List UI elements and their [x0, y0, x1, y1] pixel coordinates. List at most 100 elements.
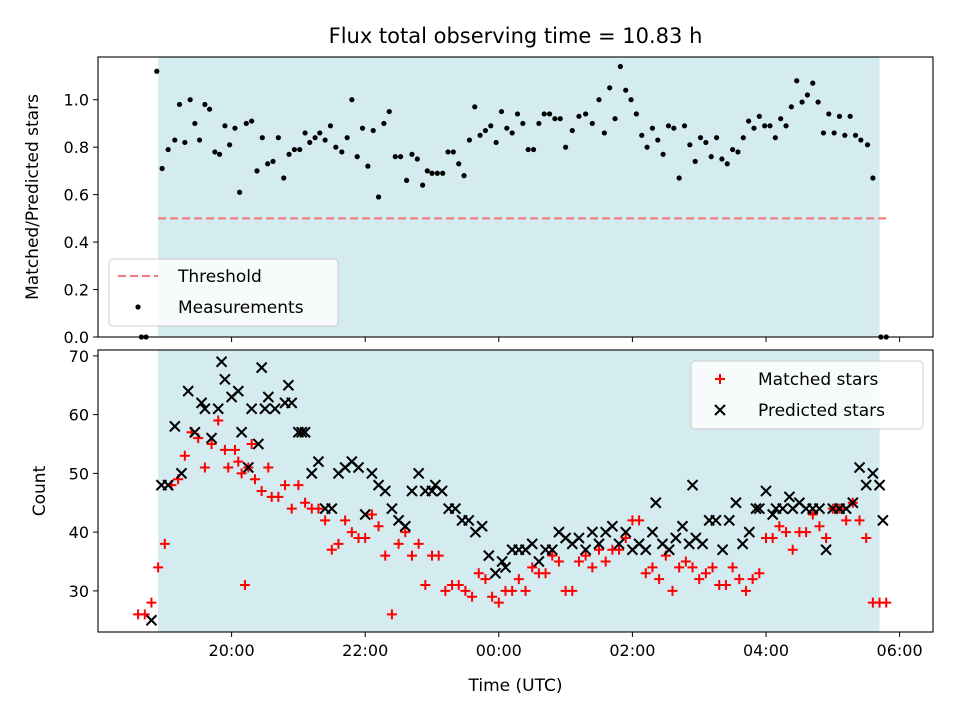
matched-star-marker: [861, 533, 872, 543]
predicted-star-marker: [189, 426, 201, 438]
measurement-point: [623, 87, 629, 93]
measurement-point: [767, 123, 773, 129]
bottom-x-tick-label: 00:00: [476, 641, 522, 660]
measurement-point: [644, 144, 650, 150]
predicted-star-marker-b: [676, 520, 689, 532]
measurement-point: [847, 113, 853, 119]
measurement-point: [202, 101, 208, 108]
bottom-y-ticks: 30 40 50 60 70: [69, 347, 98, 601]
measurement-point: [212, 149, 218, 155]
predicted-star-marker-b: [690, 532, 702, 544]
predicted-star-marker-b: [269, 403, 281, 415]
predicted-star-marker-b: [352, 461, 365, 474]
measurement-point: [291, 146, 297, 153]
top-y-tick-label: 1.0: [64, 91, 89, 110]
predicted-star-marker: [282, 379, 295, 391]
predicted-star-marker-b: [306, 467, 318, 480]
predicted-star-marker-b: [232, 385, 244, 397]
predicted-star-marker: [449, 502, 462, 515]
matched-star-marker: [707, 562, 718, 573]
legend-matched-swatch: [715, 374, 725, 384]
predicted-star-marker: [326, 502, 338, 515]
measurement-point: [265, 161, 271, 167]
predicted-star-marker-b: [606, 520, 619, 532]
measurement-point: [404, 177, 410, 183]
matched-star-marker: [694, 574, 705, 585]
measurement-point: [317, 130, 323, 136]
measurement-point: [552, 116, 558, 122]
measurement-point: [783, 123, 789, 129]
matched-star-marker: [787, 544, 798, 555]
measurement-point: [275, 135, 281, 141]
predicted-star-marker-b: [476, 520, 488, 532]
predicted-star-marker-b: [463, 514, 475, 527]
predicted-star-marker-b: [573, 532, 585, 544]
bottom-x-ticks: 20:00 22:00 00:00 02:00 04:00 06:00: [209, 632, 923, 660]
predicted-star-marker-b: [670, 532, 682, 544]
measurement-point: [159, 165, 165, 172]
measurement-point: [365, 163, 371, 169]
predicted-star-marker: [235, 426, 248, 438]
predicted-star-marker: [199, 403, 211, 415]
predicted-star-marker: [686, 479, 699, 491]
predicted-star-marker-b: [496, 555, 508, 568]
predicted-star-marker-b: [412, 467, 425, 480]
measurement-point: [466, 137, 473, 143]
predicted-star-marker: [483, 549, 495, 562]
predicted-star-marker: [650, 497, 662, 509]
predicted-star-marker-b: [145, 614, 158, 626]
matched-star-marker: [527, 562, 538, 573]
predicted-star-marker-b: [499, 561, 512, 574]
measurement-point: [456, 161, 462, 167]
measurement-point: [708, 154, 714, 160]
measurement-point: [719, 156, 725, 162]
chart-title: Flux total observing time = 10.83 h: [329, 24, 703, 48]
predicted-star-marker: [606, 520, 619, 532]
predicted-star-marker: [676, 520, 689, 532]
measurement-point: [596, 97, 602, 103]
predicted-star-marker-b: [593, 538, 605, 550]
top-legend: Threshold Measurements: [108, 258, 339, 327]
top-x-ticks: [231, 337, 901, 342]
predicted-star-marker: [750, 502, 762, 515]
predicted-star-marker-b: [716, 544, 729, 556]
matched-star-marker: [233, 456, 244, 467]
measurement-point: [461, 173, 467, 179]
predicted-star-marker-b: [436, 485, 448, 497]
bottom-y-tick-label: 30: [69, 582, 89, 601]
matched-star-marker: [223, 462, 234, 473]
predicted-star-marker-b: [650, 497, 662, 509]
matched-star-marker: [273, 491, 284, 502]
measurement-point: [482, 127, 489, 134]
measurement-point: [576, 113, 582, 119]
predicted-star-marker: [760, 485, 772, 497]
predicted-star-marker-b: [399, 520, 411, 532]
measurement-point: [746, 118, 752, 124]
measurement-point: [243, 120, 249, 127]
predicted-star-marker-b: [282, 379, 295, 391]
predicted-star-marker: [269, 403, 281, 415]
measurement-point: [172, 137, 178, 143]
matched-star-marker: [246, 439, 257, 449]
bottom-x-tick-label: 04:00: [743, 641, 789, 660]
predicted-star-marker: [783, 491, 796, 503]
predicted-star-marker: [620, 526, 632, 538]
matched-star-marker: [467, 591, 478, 602]
predicted-star-marker: [299, 426, 311, 438]
predicted-star-marker: [436, 485, 448, 497]
predicted-star-marker: [252, 438, 265, 450]
predicted-star-marker: [496, 555, 508, 568]
matched-star-markers: [133, 415, 892, 620]
predicted-star-marker-b: [235, 426, 248, 438]
measurement-point: [450, 149, 456, 155]
measurement-point: [354, 154, 360, 160]
matched-star-marker: [366, 509, 377, 520]
predicted-star-marker-b: [723, 514, 735, 527]
measurement-point: [281, 175, 287, 181]
measurement-point: [681, 123, 688, 129]
predicted-star-marker: [215, 356, 228, 368]
predicted-star-marker-b: [255, 361, 268, 374]
predicted-star-marker-b: [586, 526, 599, 538]
legend-matched-label: Matched stars: [758, 370, 878, 390]
measurement-point: [154, 68, 160, 74]
